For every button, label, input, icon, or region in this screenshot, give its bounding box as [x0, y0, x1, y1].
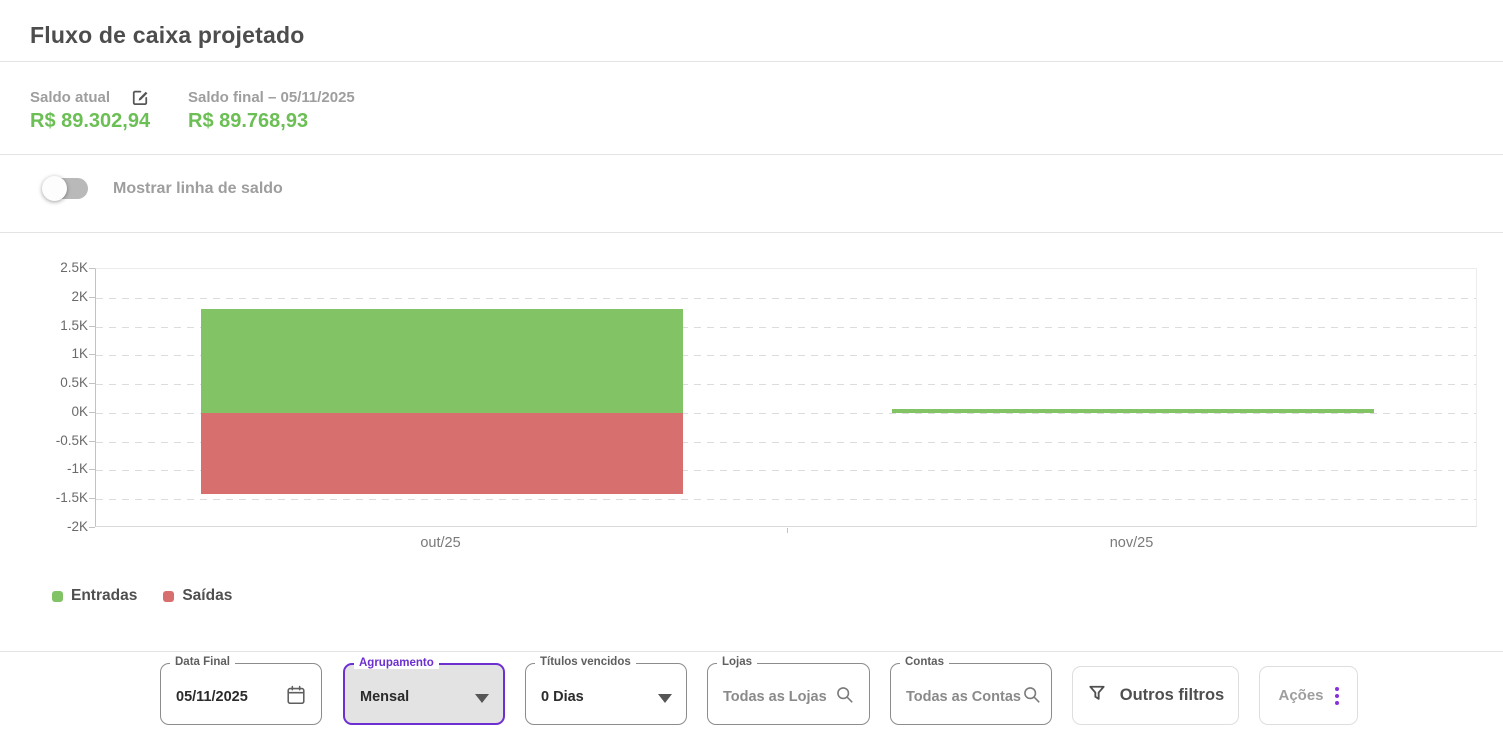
gridline	[96, 297, 1476, 299]
y-tick-mark	[89, 268, 95, 269]
gridline	[96, 441, 1476, 443]
edit-balance-button[interactable]	[130, 87, 150, 107]
gridline	[96, 326, 1476, 328]
legend-label: Entradas	[71, 587, 138, 604]
lojas-search-field[interactable]: Lojas Todas as Lojas	[707, 656, 870, 725]
legend-item-saidas[interactable]: Saídas	[163, 587, 232, 605]
final-balance-value: R$ 89.768,93	[188, 110, 309, 132]
contas-search-field[interactable]: Contas Todas as Contas	[890, 656, 1052, 725]
y-tick-mark	[89, 469, 95, 471]
entradas-swatch-icon	[52, 590, 63, 602]
search-icon	[834, 684, 855, 710]
gridline	[96, 355, 1476, 357]
data-final-label: Data Final	[170, 656, 235, 668]
y-tick-label: 1.5K	[60, 317, 88, 333]
balance-line-toggle-row: Mostrar linha de saldo	[0, 155, 1503, 233]
y-tick-label: -0.5K	[55, 432, 88, 448]
chart-plot	[95, 268, 1477, 533]
agrupamento-select[interactable]: Agrupamento Mensal	[343, 657, 505, 725]
legend-item-entradas[interactable]: Entradas	[52, 587, 137, 605]
current-balance-value: R$ 89.302,94	[30, 110, 151, 132]
final-balance-label: Saldo final – 05/11/2025	[188, 89, 355, 106]
calendar-icon	[285, 684, 307, 711]
titulos-vencidos-select[interactable]: Títulos vencidos 0 Dias	[525, 656, 687, 725]
lojas-label: Lojas	[717, 656, 758, 668]
y-tick-label: -2K	[66, 519, 88, 534]
x-tick-mark	[787, 528, 788, 533]
x-category-label: nov/25	[1109, 535, 1154, 551]
y-tick-mark	[89, 498, 95, 500]
cash-flow-chart: 2.5K 2K 1.5K 1K 0.5K 0K -0.5K -1K -1.5K -2K out/2…	[0, 233, 1503, 650]
y-tick-label: 2.5K	[60, 260, 88, 275]
y-tick-mark	[89, 440, 95, 442]
titulos-vencidos-label: Títulos vencidos	[535, 656, 636, 668]
y-tick-label: 2K	[71, 288, 88, 304]
chart-legend: Entradas Saídas	[52, 587, 232, 605]
current-balance-label: Saldo atual	[30, 89, 111, 106]
y-tick-label: -1.5K	[55, 490, 88, 506]
data-final-field[interactable]: Data Final 05/11/2025	[160, 656, 322, 725]
gridline	[96, 470, 1476, 472]
agrupamento-value: Mensal	[360, 689, 410, 705]
legend-label: Saídas	[182, 587, 233, 604]
y-tick-mark	[89, 354, 95, 356]
gridline	[96, 384, 1476, 386]
search-icon	[1021, 684, 1042, 710]
data-final-value: 05/11/2025	[176, 689, 248, 705]
titulos-vencidos-value: 0 Dias	[541, 689, 584, 705]
bar-entradas-nov/25[interactable]	[891, 408, 1374, 413]
outros-filtros-label: Outros filtros	[1119, 686, 1225, 704]
acoes-button[interactable]: Ações	[1259, 666, 1358, 725]
y-tick-mark	[89, 527, 95, 528]
saidas-swatch-icon	[163, 590, 175, 602]
y-tick-label: -1K	[66, 461, 88, 477]
y-tick-mark	[89, 411, 95, 413]
balance-line-toggle[interactable]	[42, 176, 88, 201]
contas-label: Contas	[900, 656, 949, 668]
gridline	[96, 499, 1476, 501]
x-category-label: out/25	[420, 535, 461, 551]
y-tick-label: 0.5K	[60, 375, 88, 391]
y-tick-label: 0K	[71, 403, 88, 419]
lojas-value: Todas as Lojas	[723, 689, 827, 705]
toggle-knob	[42, 176, 67, 201]
balance-line-toggle-label: Mostrar linha de saldo	[113, 180, 283, 197]
balances-section: Saldo atual R$ 89.302,94 Saldo final – 0…	[0, 62, 1503, 155]
dropdown-arrow-icon	[658, 693, 672, 703]
bar-saídas-out/25[interactable]	[200, 412, 683, 495]
y-tick-mark	[89, 296, 95, 298]
filter-icon	[1087, 683, 1107, 708]
outros-filtros-button[interactable]: Outros filtros	[1072, 666, 1239, 725]
filter-bar: Data Final 05/11/2025 Agrupamento Mensal…	[0, 651, 1503, 735]
y-tick-mark	[89, 383, 95, 385]
gridline	[96, 412, 1476, 414]
acoes-label: Ações	[1278, 687, 1324, 704]
page-title: Fluxo de caixa projetado	[30, 22, 305, 48]
y-tick-mark	[89, 325, 95, 327]
contas-value: Todas as Contas	[906, 689, 1021, 705]
y-tick-label: 1K	[71, 346, 88, 362]
agrupamento-label: Agrupamento	[354, 657, 439, 669]
page-header: Fluxo de caixa projetado	[0, 0, 1503, 62]
kebab-menu-icon	[1334, 686, 1339, 705]
bar-entradas-out/25[interactable]	[200, 309, 683, 413]
dropdown-arrow-icon	[475, 693, 489, 703]
edit-square-icon	[130, 90, 150, 111]
